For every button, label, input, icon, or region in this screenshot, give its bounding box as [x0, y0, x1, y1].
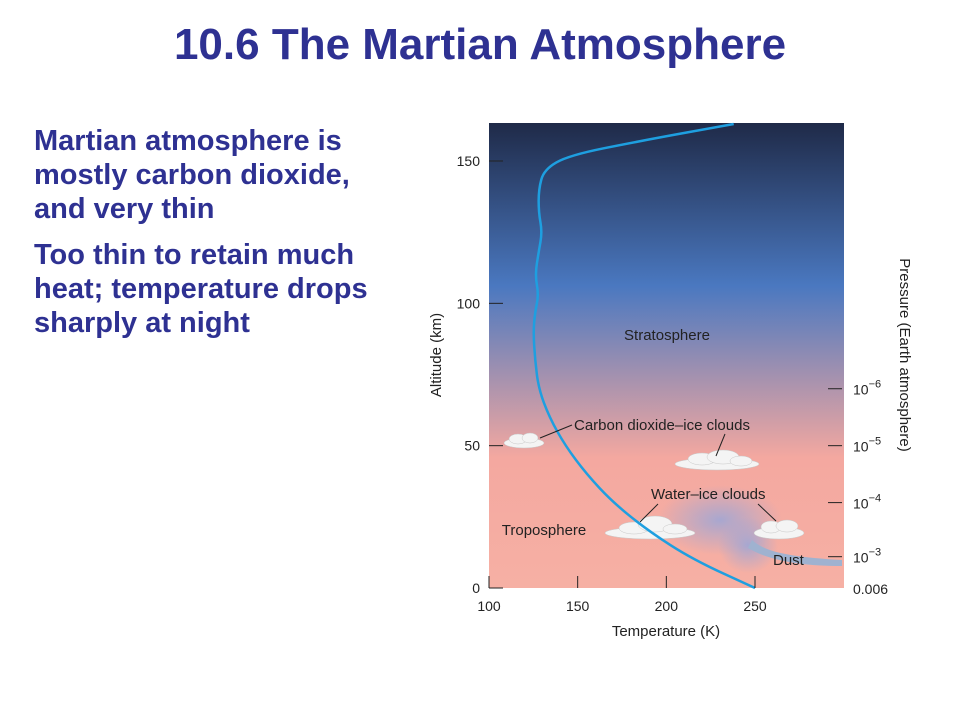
temperature-profile-curve: [532, 122, 756, 590]
temperature-tick-label: 250: [743, 598, 767, 614]
water-ice-cloud: [753, 519, 805, 540]
bullet-item: Martian atmosphere is mostly carbon diox…: [34, 125, 350, 225]
troposphere-label: Troposphere: [502, 522, 587, 539]
co2-clouds-label: Carbon dioxide–ice clouds: [574, 417, 750, 434]
water-clouds-label: Water–ice clouds: [651, 486, 766, 503]
pressure-tick-label: 10−4: [853, 493, 881, 512]
dust-plume: [748, 540, 842, 566]
label-leader-lines: [539, 424, 777, 523]
temperature-axis-label: Temperature (K): [612, 623, 720, 640]
temperature-tick-label: 100: [477, 598, 501, 614]
bullet-list: Martian atmosphere is mostly carbon diox…: [34, 124, 404, 352]
altitude-tick-label: 50: [464, 438, 480, 454]
altitude-tick-label: 100: [457, 295, 481, 311]
pressure-tick-label: 10−5: [853, 436, 881, 455]
temperature-tick-label: 200: [655, 598, 679, 614]
altitude-tick-label: 150: [457, 153, 481, 169]
altitude-tick-label: 0: [472, 580, 480, 596]
co2-ice-cloud: [674, 449, 760, 471]
pressure-axis: 10−6 10−5 10−4 10−3 0.006: [828, 379, 888, 597]
water-ice-cloud: [604, 515, 696, 540]
pressure-tick-label: 0.006: [853, 581, 888, 597]
temperature-tick-label: 150: [566, 598, 590, 614]
pressure-tick-label: 10−3: [853, 547, 881, 566]
co2-ice-cloud: [503, 432, 545, 449]
altitude-axis: 0 50 100 150: [457, 153, 503, 596]
dust-label: Dust: [773, 552, 805, 569]
pressure-axis-label: Pressure (Earth atmosphere): [896, 258, 913, 451]
stratosphere-label: Stratosphere: [624, 327, 710, 344]
pressure-tick-label: 10−6: [853, 379, 881, 398]
altitude-axis-label: Altitude (km): [428, 313, 445, 397]
bullet-item: Too thin to retain much heat; temperatur…: [34, 239, 368, 339]
slide-title: 10.6 The Martian Atmosphere: [173, 20, 787, 69]
temperature-axis: 100 150 200 250: [477, 576, 767, 614]
